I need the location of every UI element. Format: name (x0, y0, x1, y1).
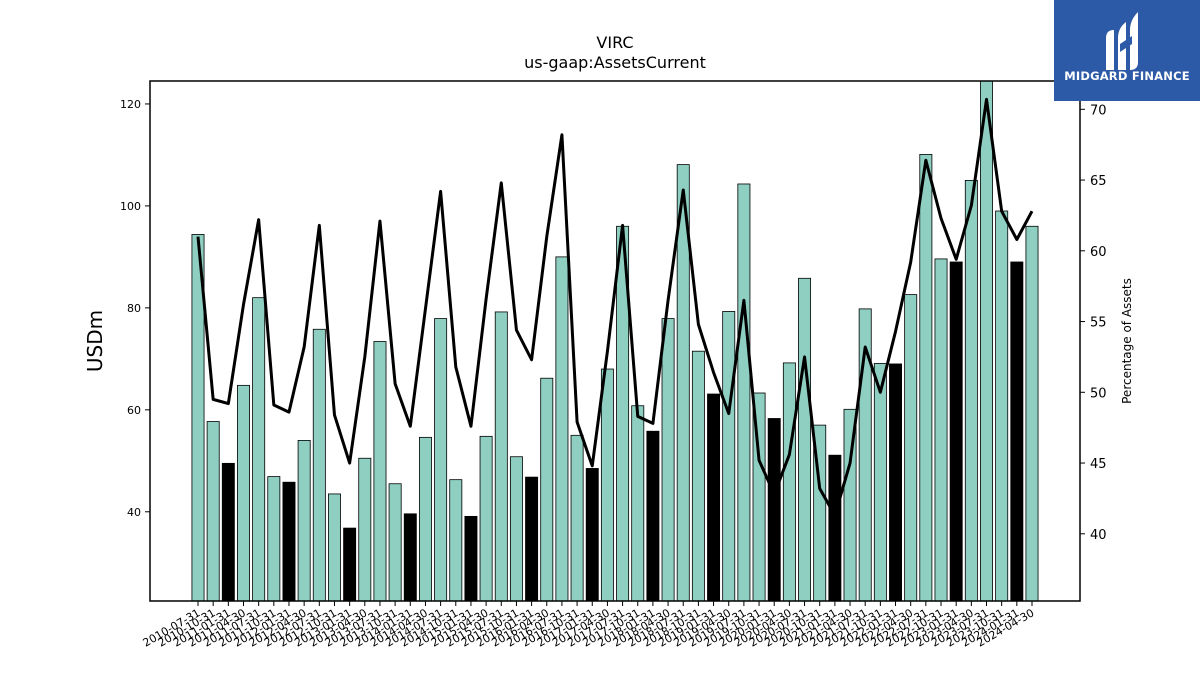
bar (722, 311, 736, 602)
bar (403, 513, 417, 602)
y2-tick-label: 70 (1090, 103, 1107, 118)
bar (555, 256, 569, 602)
bar (1010, 261, 1024, 602)
bar (1025, 225, 1039, 602)
y2-tick-label: 55 (1090, 316, 1107, 331)
y2-tick-label: 65 (1090, 174, 1107, 189)
bar (449, 479, 463, 602)
bar (585, 468, 599, 602)
y-tick-label: 60 (127, 404, 141, 417)
y2-tick-label: 45 (1090, 457, 1107, 472)
bar (737, 183, 751, 602)
plot-frame (149, 80, 1081, 602)
bar (434, 318, 448, 602)
logo-mark-icon (1106, 12, 1138, 70)
bar (267, 476, 281, 602)
bars-group (191, 80, 1039, 602)
bar (889, 363, 902, 602)
bar (282, 481, 296, 602)
y-tick-label: 80 (127, 302, 141, 315)
y-axis-left: 40 60 80 100 120 (120, 98, 150, 519)
y-tick-label: 100 (120, 200, 141, 213)
bar (388, 483, 402, 602)
bar (661, 318, 675, 602)
y2-tick-label: 40 (1090, 528, 1107, 543)
chart-subtitle: us-gaap:AssetsCurrent (524, 53, 706, 72)
bar (494, 311, 508, 602)
chart-title: VIRC (596, 33, 633, 52)
bar (418, 436, 432, 602)
bar (297, 440, 311, 602)
bar (782, 362, 796, 602)
bar (373, 341, 387, 602)
bar (767, 418, 781, 602)
bar (631, 405, 645, 602)
bar (328, 493, 341, 602)
x-axis: 2010-07-312010-10-312011-01-312011-04-30… (141, 601, 1037, 650)
y-tick-label: 40 (127, 506, 141, 519)
bar (828, 454, 842, 602)
bar (904, 294, 918, 602)
bar (600, 368, 614, 602)
bar (707, 393, 721, 602)
ratio-line (196, 97, 1034, 517)
bar (464, 515, 478, 602)
bar (206, 421, 220, 602)
bar (479, 435, 493, 602)
bar (873, 363, 887, 602)
bar (798, 277, 812, 602)
bar (221, 462, 235, 602)
bar (252, 297, 266, 602)
y2-tick-label: 50 (1090, 386, 1107, 401)
bar (934, 258, 948, 602)
bar (691, 350, 705, 602)
y-axis-label: USDm (83, 310, 107, 372)
y-tick-label: 120 (120, 98, 141, 111)
bar (570, 434, 584, 602)
y-axis-right: 40 45 50 55 60 65 70 (1080, 103, 1107, 543)
brand-name: MIDGARD FINANCE (1064, 69, 1190, 83)
brand-logo: MIDGARD FINANCE (1054, 0, 1200, 101)
bar (343, 527, 357, 602)
y2-axis-label: Percentage of Assets (1120, 278, 1134, 404)
bar (525, 476, 539, 602)
bar (312, 328, 326, 602)
bar (237, 384, 250, 602)
bar (646, 430, 660, 602)
bar (995, 210, 1009, 602)
bar (540, 377, 554, 602)
bar (964, 180, 978, 602)
bar (949, 261, 963, 602)
y2-tick-label: 60 (1090, 245, 1107, 260)
bar (919, 154, 933, 602)
bar (358, 457, 372, 602)
bar (980, 80, 993, 602)
bar (509, 456, 523, 602)
